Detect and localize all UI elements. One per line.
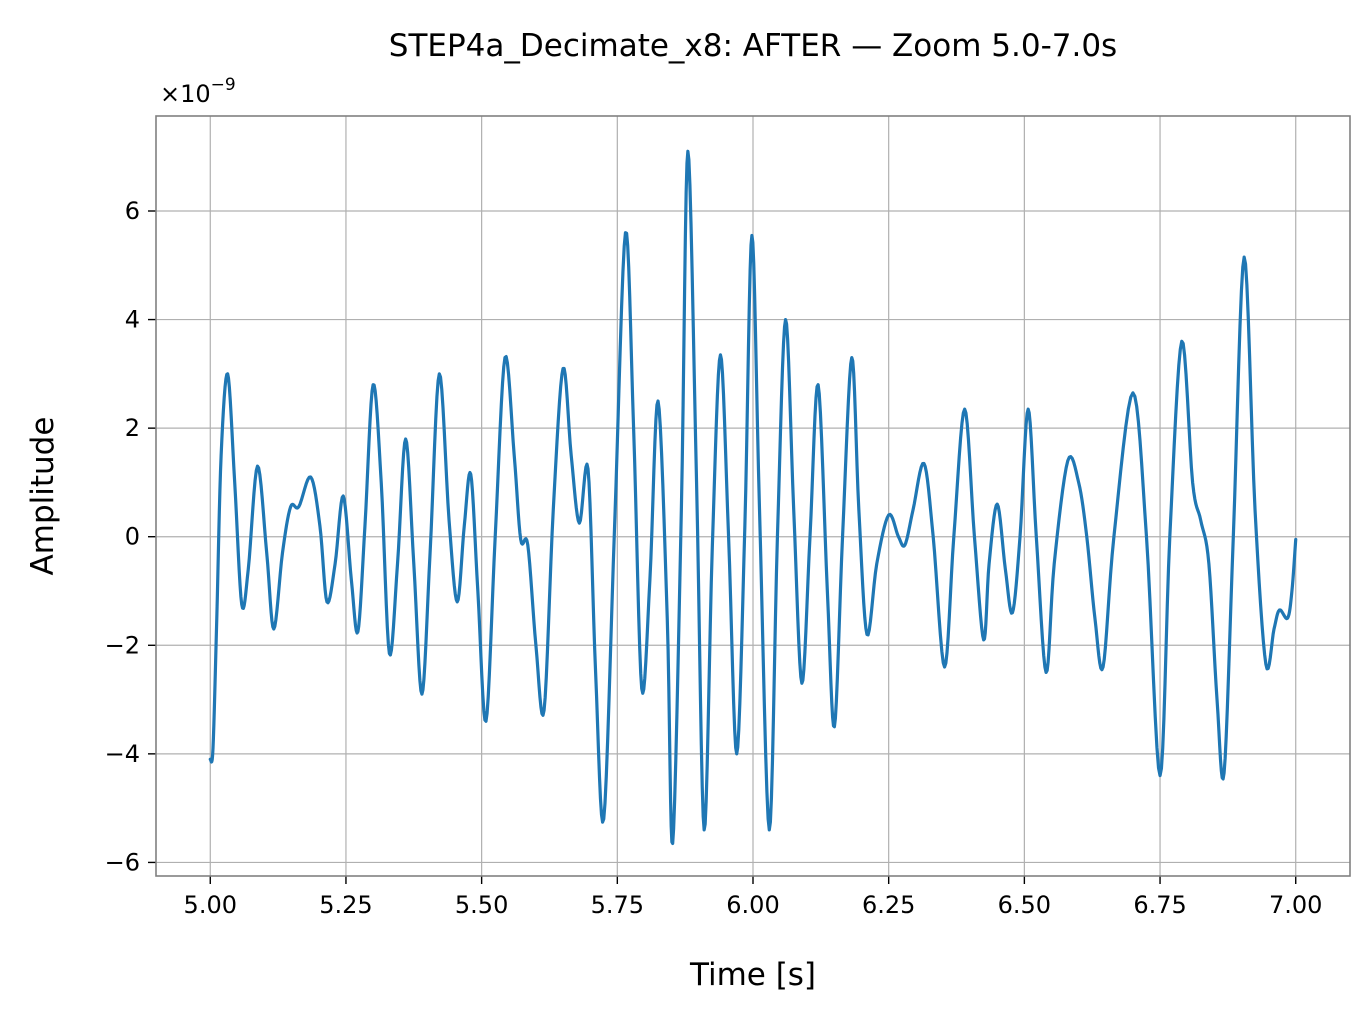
y-scale-base: ×10 [160, 80, 211, 108]
x-tick-label: 5.50 [455, 891, 508, 919]
y-tick-label: −2 [105, 631, 140, 659]
y-tick-label: 0 [125, 523, 140, 551]
y-tick-label: 4 [125, 306, 140, 334]
x-tick-label: 5.75 [591, 891, 644, 919]
x-tick-label: 6.00 [726, 891, 779, 919]
y-scale-exponent: −9 [211, 75, 236, 95]
y-tick-label: 6 [125, 197, 140, 225]
x-tick-label: 6.75 [1133, 891, 1186, 919]
plot-area-frame [155, 115, 1351, 877]
signal-series-line [208, 149, 1298, 846]
x-axis-label: Time [s] [689, 957, 816, 993]
x-tick-label: 6.50 [998, 891, 1051, 919]
y-axis-label: Amplitude [25, 417, 61, 576]
y-axis-ticks: −6 −4 −2 0 2 4 6 [105, 197, 156, 876]
x-tick-label: 5.25 [319, 891, 372, 919]
chart-title: STEP4a_Decimate_x8: AFTER — Zoom 5.0-7.0… [389, 28, 1117, 64]
y-tick-label: −4 [105, 740, 140, 768]
x-tick-label: 6.25 [862, 891, 915, 919]
x-axis-ticks: 5.00 5.25 5.50 5.75 6.00 6.25 6.50 6.75 7.00 [184, 876, 1322, 919]
x-tick-label: 7.00 [1269, 891, 1322, 919]
x-tick-label: 5.00 [184, 891, 237, 919]
y-tick-label: −6 [105, 848, 140, 876]
y-axis-scale-label: ×10−9 [160, 75, 236, 108]
y-tick-label: 2 [125, 414, 140, 442]
